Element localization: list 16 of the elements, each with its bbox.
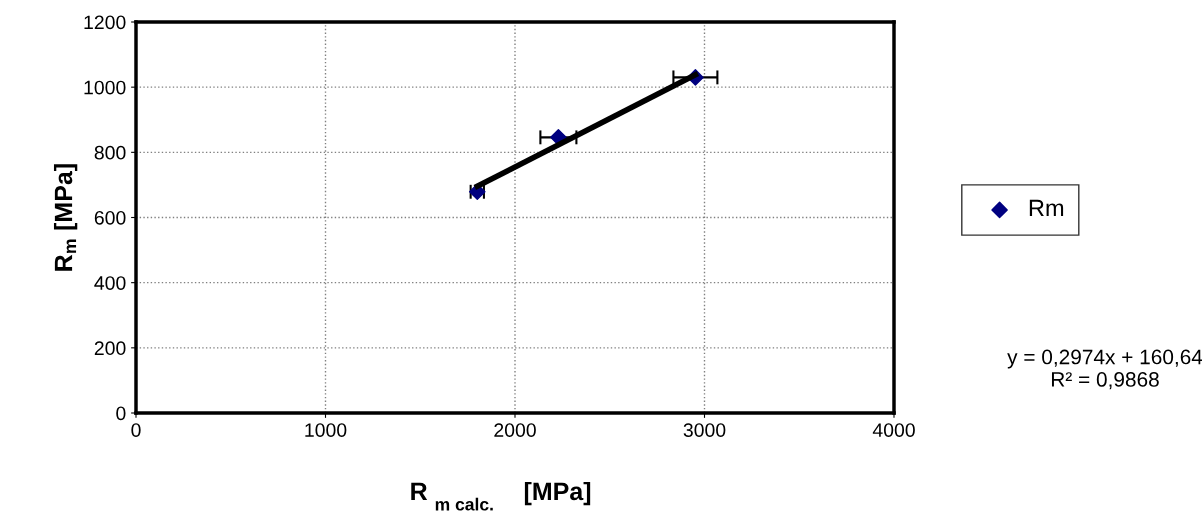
y-tick-label: 800: [94, 145, 126, 160]
x-tick-label: 1000: [305, 423, 347, 437]
y-tick-label: 1000: [84, 80, 126, 95]
text: Rm calc. [MPa]: [411, 481, 591, 511]
y-tick-label: 400: [94, 276, 126, 290]
y-axis-title: R$_{m}$ [MPa]: [53, 164, 78, 271]
x-tick-label: 0: [131, 423, 141, 437]
text: y = 0,2974x + 160,64 R² = 0,9868: [1007, 349, 1202, 390]
y-tick-label: 200: [94, 341, 126, 356]
x-tick-label: 2000: [494, 423, 536, 437]
x-tick-label: 4000: [872, 423, 915, 437]
x-tick-label: 3000: [683, 423, 726, 437]
y-tick-label: 1200: [84, 15, 126, 30]
legend-label: Rm: [1029, 199, 1064, 217]
y-tick-label: 0: [116, 406, 126, 421]
y-tick-label: 600: [94, 210, 126, 225]
